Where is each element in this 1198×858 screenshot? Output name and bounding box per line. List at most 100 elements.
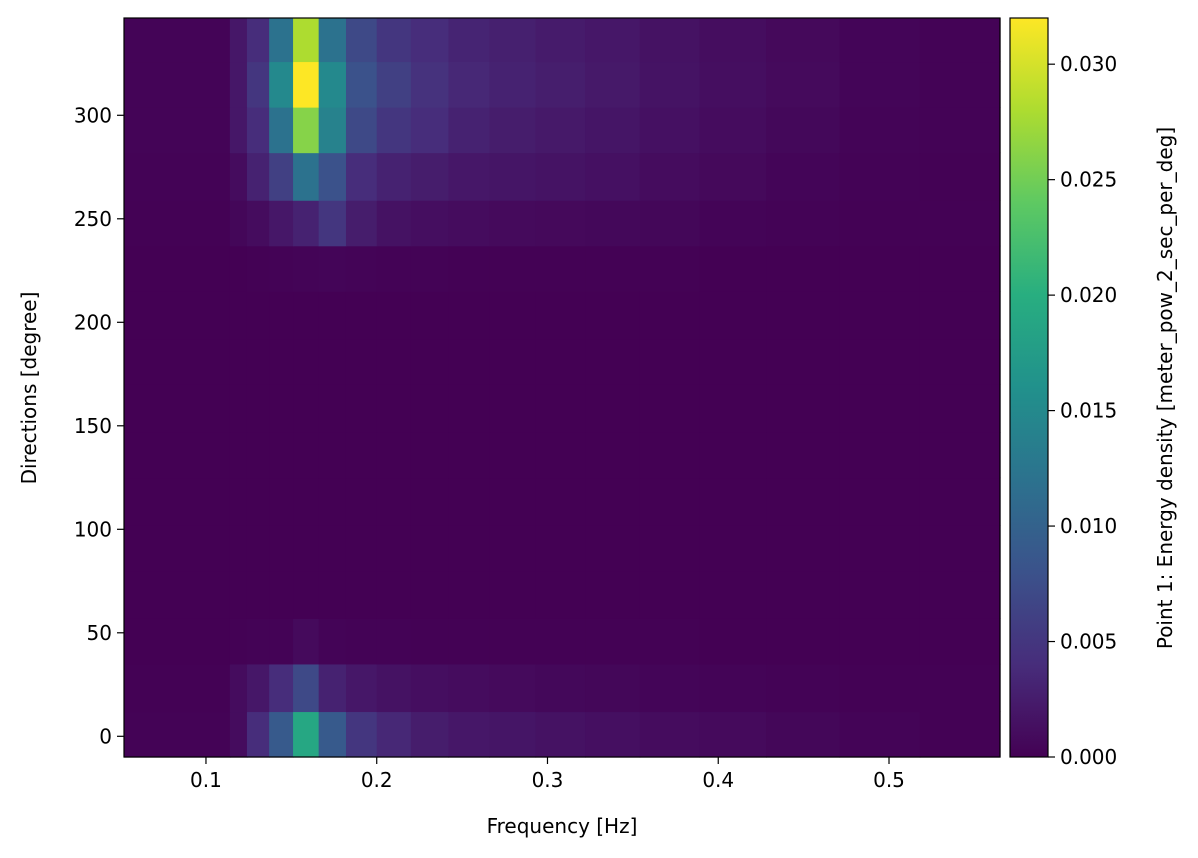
y-tick-label: 150 <box>74 414 112 438</box>
heatmap-cell <box>229 291 248 340</box>
heatmap-cell <box>229 663 248 713</box>
colorbar-label: Point 1: Energy density [meter_pow_2_sec… <box>1153 127 1177 649</box>
heatmap-cell <box>766 477 841 526</box>
heatmap-cell <box>448 152 491 201</box>
heatmap-cell <box>293 107 320 154</box>
heatmap-cell <box>585 200 641 247</box>
heatmap-cell <box>345 152 378 201</box>
heatmap-cell <box>489 525 537 572</box>
heatmap-cell <box>448 525 491 572</box>
heatmap-cell <box>376 432 412 479</box>
heatmap-cell <box>345 245 378 292</box>
heatmap-cell <box>839 61 921 108</box>
heatmap-cell <box>376 61 412 108</box>
heatmap-cell <box>535 525 586 572</box>
heatmap-cell <box>448 18 491 63</box>
heatmap-cell <box>410 432 450 479</box>
heatmap-cell <box>766 663 841 713</box>
heatmap-cell <box>489 477 537 526</box>
heatmap-cell <box>246 107 270 154</box>
heatmap-cell <box>229 61 248 108</box>
heatmap-cell <box>448 200 491 247</box>
heatmap-cell <box>766 384 841 433</box>
heatmap-cell <box>839 200 921 247</box>
heatmap-cell <box>246 338 270 385</box>
x-tick-label: 0.1 <box>190 768 222 792</box>
heatmap-cell <box>489 384 537 433</box>
heatmap-cell <box>410 711 450 758</box>
x-tick-label: 0.3 <box>532 768 564 792</box>
heatmap-cell <box>410 107 450 154</box>
heatmap-cell <box>766 338 841 385</box>
heatmap-cell <box>448 432 491 479</box>
heatmap-cell <box>766 525 841 572</box>
heatmap-cell <box>269 18 294 63</box>
y-axis: 0 50 100 150 200 250 300 <box>74 103 124 748</box>
heatmap-cell <box>535 618 586 665</box>
heatmap-cell <box>269 477 294 526</box>
heatmap-cell <box>919 663 1001 713</box>
heatmap-cell <box>585 432 641 479</box>
colorbar-tick-label: 0.005 <box>1060 630 1117 654</box>
heatmap-cell <box>293 525 320 572</box>
heatmap-cell <box>699 711 767 758</box>
heatmap-cell <box>639 477 701 526</box>
heatmap-cell <box>766 432 841 479</box>
heatmap-cell <box>535 152 586 201</box>
heatmap-cell <box>699 107 767 154</box>
heatmap-cell <box>318 432 347 479</box>
heatmap-cell <box>246 61 270 108</box>
heatmap-cell <box>124 152 231 201</box>
heatmap-cell <box>639 61 701 108</box>
heatmap-cell <box>318 152 347 201</box>
heatmap-cell <box>410 152 450 201</box>
heatmap-cell <box>919 18 1001 63</box>
heatmap-cell <box>229 384 248 433</box>
heatmap-cell <box>448 291 491 340</box>
heatmap-cell <box>699 18 767 63</box>
heatmap-cell <box>376 384 412 433</box>
heatmap-cell <box>639 18 701 63</box>
heatmap-cell <box>345 107 378 154</box>
heatmap-cell <box>124 711 231 758</box>
heatmap-cell <box>699 338 767 385</box>
heatmap-cell <box>410 61 450 108</box>
heatmap-cell <box>229 711 248 758</box>
heatmap-cell <box>318 663 347 713</box>
heatmap-cell <box>489 711 537 758</box>
heatmap-cell <box>376 570 412 619</box>
heatmap-cell <box>535 200 586 247</box>
heatmap-cell <box>699 477 767 526</box>
heatmap-cell <box>229 107 248 154</box>
heatmap-cell <box>585 291 641 340</box>
heatmap-cell <box>124 477 231 526</box>
heatmap-cell <box>699 200 767 247</box>
heatmap-cell <box>489 432 537 479</box>
heatmap-cell <box>699 432 767 479</box>
heatmap-cell <box>585 338 641 385</box>
heatmap-cell <box>293 18 320 63</box>
heatmap-cell <box>639 618 701 665</box>
heatmap-cell <box>376 477 412 526</box>
heatmap-cell <box>124 200 231 247</box>
heatmap-cell <box>269 384 294 433</box>
heatmap-cell <box>489 200 537 247</box>
heatmap-cell <box>839 618 921 665</box>
heatmap-cell <box>410 384 450 433</box>
heatmap-cell <box>246 525 270 572</box>
heatmap-cell <box>639 570 701 619</box>
heatmap-cell <box>376 291 412 340</box>
heatmap-cell <box>639 152 701 201</box>
heatmap-cell <box>345 663 378 713</box>
heatmap-cell <box>293 711 320 758</box>
heatmap-cell <box>639 384 701 433</box>
heatmap-cell <box>269 291 294 340</box>
heatmap-cell <box>448 107 491 154</box>
heatmap-cell <box>410 570 450 619</box>
heatmap-cell <box>585 618 641 665</box>
heatmap-cell <box>246 663 270 713</box>
heatmap-cell <box>919 61 1001 108</box>
heatmap-cell <box>489 291 537 340</box>
heatmap-cell <box>489 570 537 619</box>
heatmap-cell <box>699 152 767 201</box>
